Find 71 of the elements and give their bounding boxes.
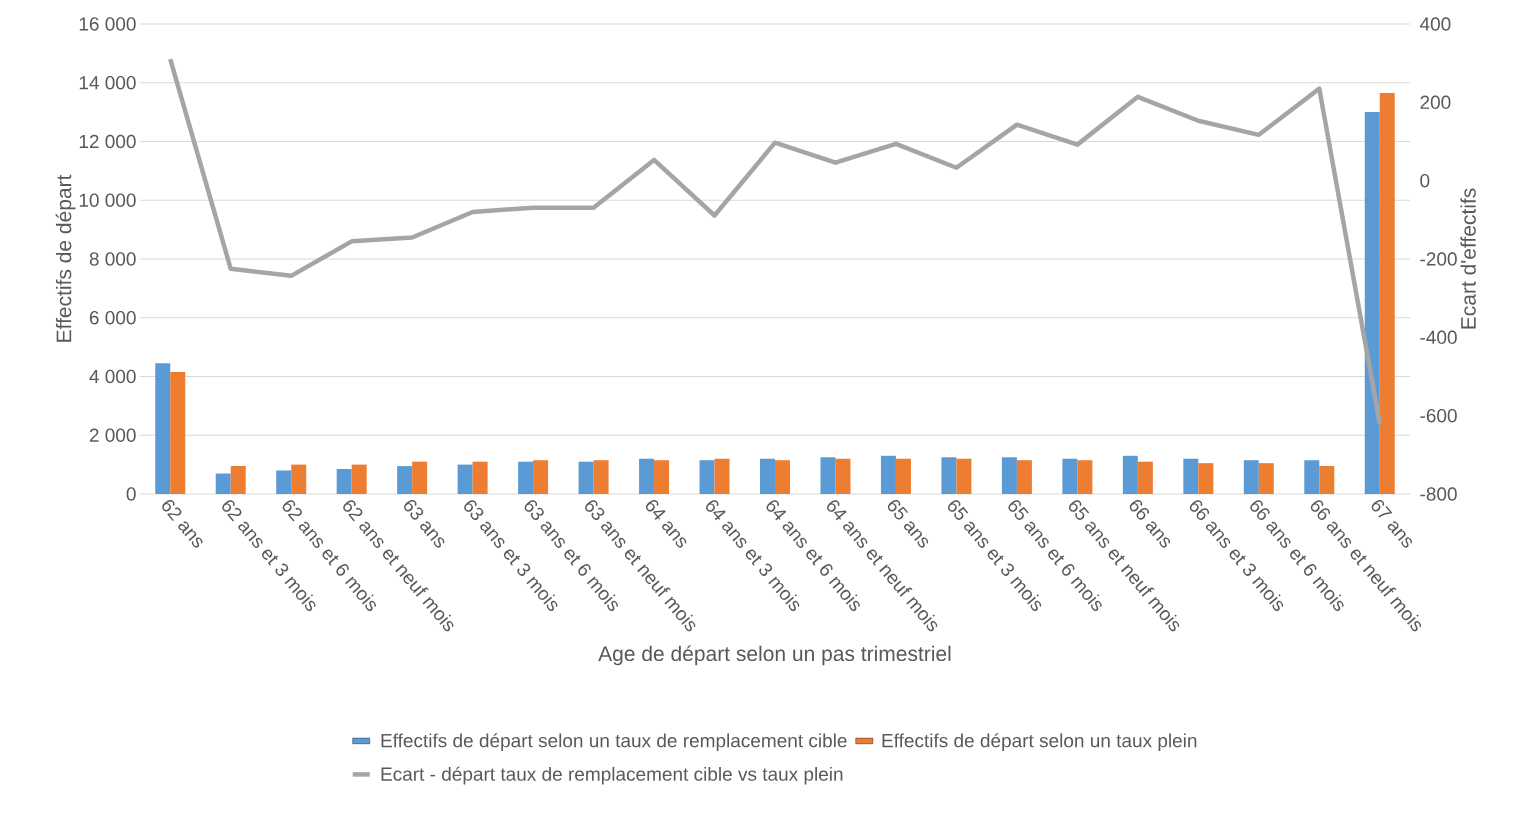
y-tick-label: 0 [126, 487, 136, 501]
bar [1379, 93, 1395, 494]
y2-axis-title: Ecart d'effectifs [1460, 188, 1476, 329]
bar [336, 469, 352, 494]
bar [775, 460, 790, 494]
bar [518, 461, 534, 494]
bar [412, 461, 428, 494]
y-axis-title: Effectifs de départ [55, 174, 76, 342]
x-tick-label: 65 ans [887, 499, 929, 548]
y-tick-label: 6 000 [89, 311, 136, 325]
x-tick-label: 67 ans [1371, 499, 1412, 548]
bar [291, 464, 307, 494]
bar [533, 460, 549, 494]
bar [760, 458, 775, 494]
y-tick-label: 2 000 [89, 428, 136, 442]
bar [155, 363, 171, 494]
y2-tick-label: -400 [1420, 330, 1457, 345]
bar [880, 455, 896, 494]
bar [1243, 460, 1259, 494]
y2-tick-label: 0 [1420, 173, 1430, 188]
bar [1183, 458, 1199, 494]
bar [578, 461, 594, 494]
bar [1016, 460, 1032, 494]
bar [1364, 112, 1380, 494]
bar [820, 457, 836, 494]
bar [397, 466, 413, 494]
bar [941, 457, 957, 494]
bar [276, 470, 292, 494]
y2-tick-label: -600 [1420, 408, 1457, 423]
bar [1062, 458, 1078, 494]
bar [639, 458, 655, 494]
bar [714, 458, 730, 494]
bar [699, 460, 715, 494]
bar [457, 464, 473, 494]
y2-tick-label: 200 [1420, 95, 1451, 110]
bar [1137, 461, 1153, 494]
y2-tick-label: 400 [1419, 17, 1451, 31]
y2-tick-label: -200 [1420, 252, 1457, 266]
bar [1122, 455, 1138, 494]
bar [895, 458, 911, 494]
bar [1077, 460, 1093, 494]
bar [170, 372, 186, 494]
bar [1258, 463, 1274, 494]
bar [230, 466, 246, 494]
bar [472, 461, 488, 494]
bar [1001, 457, 1017, 494]
bar [835, 458, 851, 494]
y-tick-label: 10 000 [79, 193, 136, 207]
bar [956, 458, 972, 494]
y-tick-label: 8 000 [89, 252, 136, 266]
x-tick-label: 66 ans [1129, 499, 1171, 548]
y-tick-label: 14 000 [79, 76, 136, 90]
legend-label: Effectifs de départ selon un taux de remplacement cible [381, 733, 847, 752]
bar [1319, 466, 1335, 494]
x-tick-label: 62 ans [162, 499, 203, 548]
x-axis-title: Age de départ selon un pas trimestriel [598, 645, 951, 666]
bar [1198, 463, 1214, 494]
bar [654, 460, 670, 494]
line-series [168, 56, 1382, 426]
y-tick-label: 12 000 [79, 134, 136, 149]
bar [215, 473, 231, 494]
bar [351, 464, 367, 494]
y2-tick-label: -800 [1420, 487, 1457, 501]
legend-label: Ecart - départ taux de remplacement cible vs taux plein [381, 766, 843, 785]
legend-label: Effectifs de départ selon un taux plein [882, 733, 1197, 752]
x-tick-label: 64 ans [645, 499, 687, 548]
y-tick-label: 16 000 [79, 17, 136, 31]
bar [1304, 460, 1320, 494]
x-tick-label: 63 ans [404, 499, 445, 548]
bar [593, 460, 609, 494]
y-tick-label: 4 000 [89, 369, 136, 384]
